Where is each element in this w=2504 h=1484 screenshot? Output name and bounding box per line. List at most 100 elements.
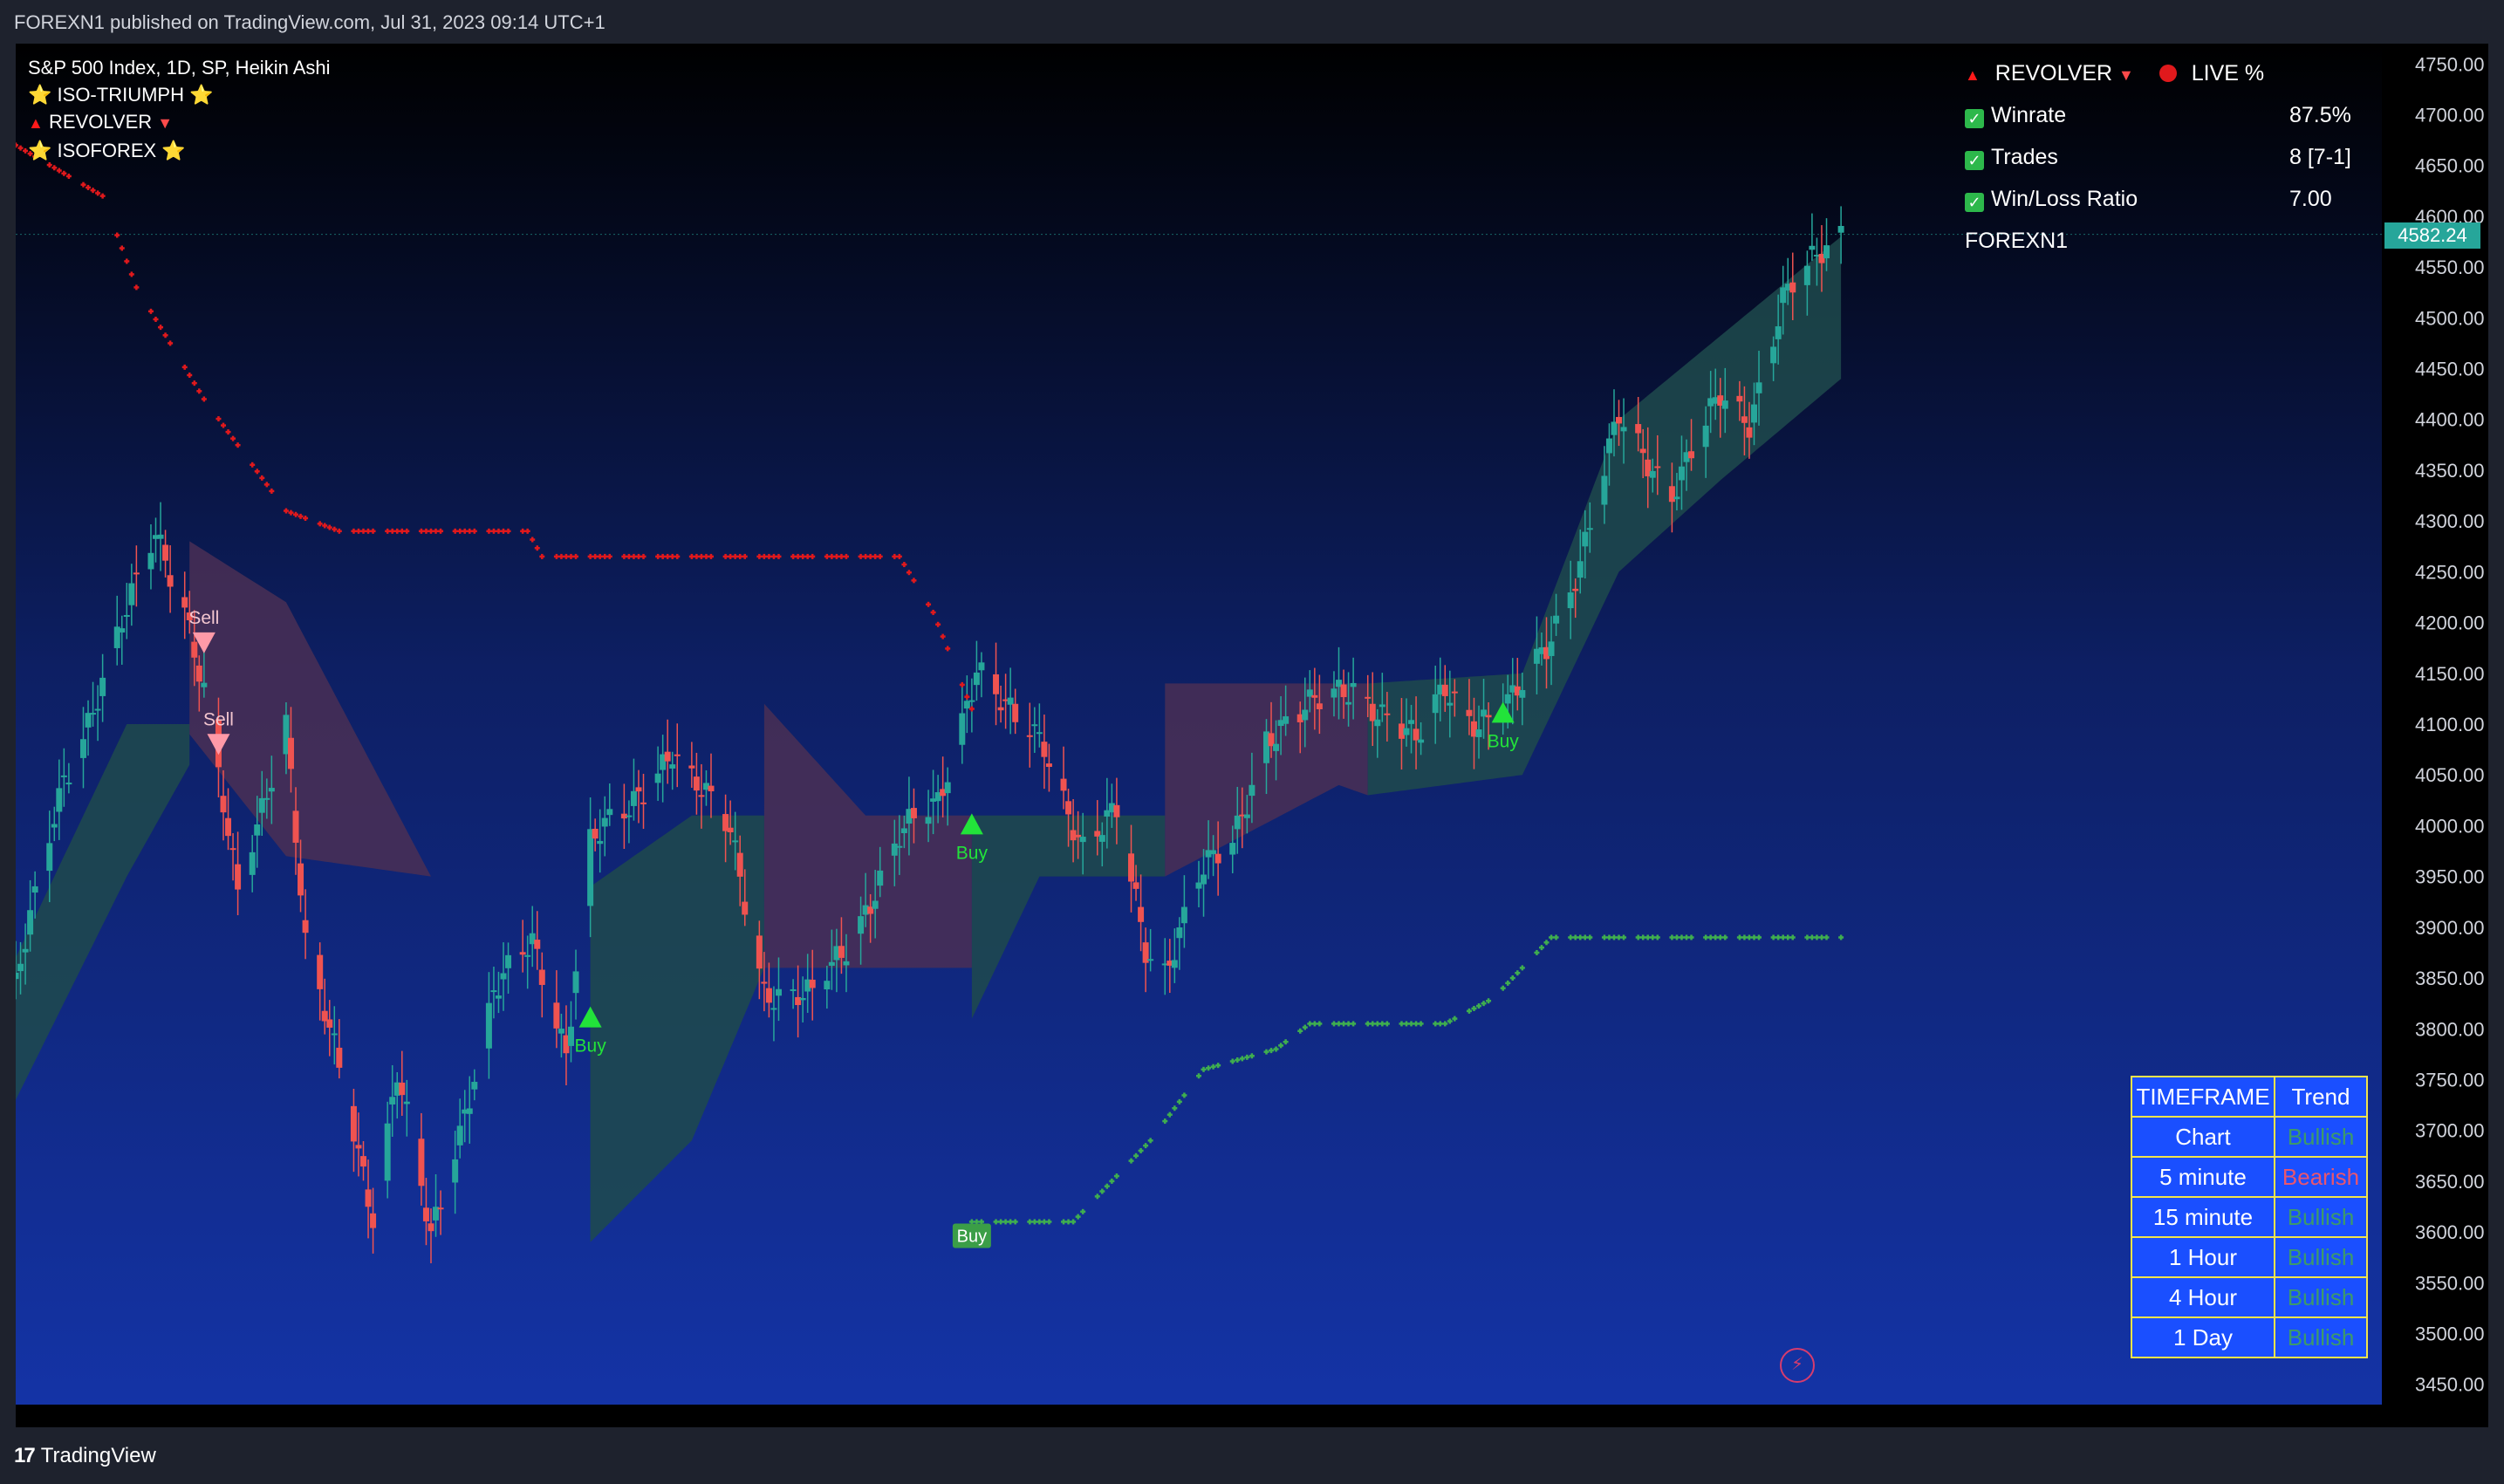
candle-body <box>17 963 24 972</box>
candle-body <box>1041 742 1048 757</box>
candle-body <box>1210 850 1217 855</box>
y-tick-label: 4050.00 <box>2415 764 2485 786</box>
stats-header: ▲ REVOLVER ▼ LIVE % <box>1965 61 2375 103</box>
candle-body <box>959 713 966 745</box>
publish-info: FOREXN1 published on TradingView.com, Ju… <box>14 11 605 33</box>
y-tick-label: 3500.00 <box>2415 1323 2485 1345</box>
candle-body <box>1673 496 1680 500</box>
candle-body <box>635 787 642 792</box>
candle-body <box>1214 853 1221 864</box>
candle-body <box>940 789 947 797</box>
sell-signal-label: Sell <box>203 709 234 729</box>
candle-body <box>1582 531 1589 547</box>
candle-body <box>1553 615 1560 624</box>
indicator-revolver[interactable]: ▲ REVOLVER ▼ <box>28 108 331 137</box>
candle-body <box>968 700 975 702</box>
candle-body <box>485 1002 492 1049</box>
candle-body <box>804 979 811 992</box>
cloud-bull-0 <box>16 724 190 1100</box>
candle-body <box>1128 853 1135 882</box>
cloud-bull-2 <box>590 815 764 1242</box>
trend-cell: Bullish <box>2274 1196 2368 1238</box>
candle-body <box>1379 704 1385 708</box>
candle-body <box>698 795 705 797</box>
candle-body <box>1249 784 1255 797</box>
x-tick-label: Jun <box>1536 1426 1566 1427</box>
lightning-icon[interactable]: ⚡ <box>1780 1348 1815 1383</box>
header-trend: Trend <box>2274 1076 2368 1118</box>
candle-body <box>235 864 242 890</box>
chart-legend: S&P 500 Index, 1D, SP, Heikin Ashi ⭐ ISO… <box>28 54 331 164</box>
candle-body <box>65 783 72 785</box>
price-chart[interactable]: Buy Sell Sell Buy Buy Buy 3450.00 3500.00 3550.0… <box>16 44 2488 1427</box>
timeframe-cell: 1 Day <box>2131 1316 2275 1358</box>
x-tick-label: Oct <box>2125 1426 2155 1427</box>
triangle-down-icon: ▼ <box>157 114 174 132</box>
tradingview-logo[interactable]: 17 TradingView <box>14 1443 156 1469</box>
candle-body <box>630 790 637 806</box>
candle-body <box>1283 716 1290 724</box>
candle-body <box>22 948 29 953</box>
candle-body <box>1132 882 1139 889</box>
candle-body <box>1065 801 1072 815</box>
candle-body <box>1717 395 1724 406</box>
candle-body <box>1113 804 1120 817</box>
candle-body <box>452 1159 459 1183</box>
candle-body <box>384 1123 391 1181</box>
candle-body <box>85 713 92 728</box>
candle-body <box>1601 475 1608 505</box>
candle-body <box>287 737 294 769</box>
symbol-title[interactable]: S&P 500 Index, 1D, SP, Heikin Ashi <box>28 57 331 79</box>
candle-body <box>1645 459 1652 476</box>
candle-body <box>770 1008 777 1010</box>
time-scale[interactable] <box>16 1405 2382 1427</box>
candle-body <box>1262 731 1269 763</box>
candle-body <box>597 840 604 845</box>
candle-body <box>1036 732 1043 735</box>
candle-body <box>867 906 874 914</box>
candle-body <box>756 935 763 969</box>
y-tick-label: 3600.00 <box>2415 1221 2485 1243</box>
indicator-iso-triumph[interactable]: ⭐ ISO-TRIUMPH ⭐ <box>28 81 331 108</box>
candle-body <box>249 851 256 875</box>
candle-body <box>1079 837 1086 843</box>
price-scale[interactable] <box>2382 44 2488 1427</box>
candle-body <box>587 829 594 906</box>
candle-body <box>16 972 19 980</box>
candle-body <box>910 808 917 818</box>
candle-body <box>399 1082 406 1096</box>
candle-body <box>500 973 507 980</box>
candle-body <box>336 1047 343 1068</box>
candle-body <box>732 840 739 843</box>
candle-body <box>225 817 232 837</box>
candle-body <box>1374 719 1381 727</box>
stats-row-winrate: ✓ Winrate 87.5% <box>1965 103 2375 145</box>
candle-body <box>891 843 898 856</box>
stats-value: 8 [7-1] <box>2289 145 2351 169</box>
candle-body <box>833 946 840 961</box>
candle-body <box>1649 470 1656 478</box>
candle-body <box>79 739 86 758</box>
candle-body <box>1780 287 1787 304</box>
candle-body <box>1369 703 1376 721</box>
candle-body <box>90 713 97 715</box>
trend-cell: Bullish <box>2274 1236 2368 1278</box>
candle-body <box>563 1035 570 1054</box>
candle-body <box>1712 397 1719 404</box>
candles[interactable] <box>16 206 1844 1263</box>
x-tick-label: Dec <box>655 1426 689 1427</box>
stats-value: 87.5% <box>2289 103 2351 127</box>
table-row: 1 Day Bullish <box>2131 1316 2368 1358</box>
candle-body <box>1195 882 1202 889</box>
indicator-isoforex[interactable]: ⭐ ISOFOREX ⭐ <box>28 137 331 164</box>
candle-body <box>1470 721 1477 737</box>
candle-body <box>620 813 627 819</box>
candle-body <box>1543 646 1550 660</box>
candle-body <box>1678 466 1685 481</box>
candle-body <box>944 782 951 794</box>
stats-title: REVOLVER <box>1994 61 2113 85</box>
candle-body <box>1586 528 1593 530</box>
timeframe-cell: 15 minute <box>2131 1196 2275 1238</box>
candle-body <box>1475 729 1482 737</box>
candle-body <box>896 845 903 848</box>
